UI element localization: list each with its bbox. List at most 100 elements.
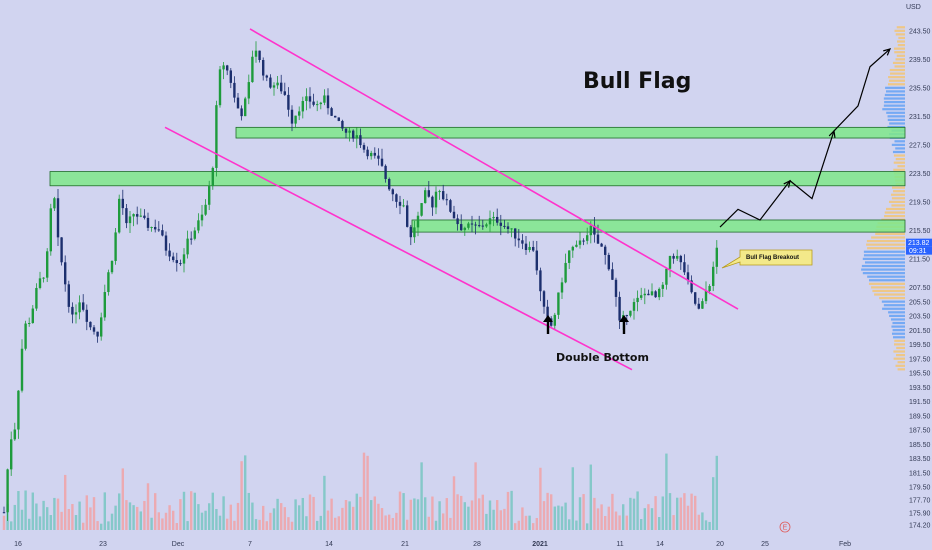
candle-body [395,194,398,202]
volume-bar [262,505,265,530]
breakout-callout-label: Bull Flag Breakout [746,255,799,261]
y-tick-label: 181.50 [909,470,931,477]
volume-profile-bar [891,332,905,335]
volume-profile-bar [869,279,905,282]
candle-body [416,215,420,228]
volume-profile-bar [895,33,905,36]
volume-bar [517,520,520,530]
candle-body [46,251,49,278]
volume-profile-bar [887,118,905,122]
y-tick-label: 174.20 [909,523,931,530]
volume-bar [578,497,582,530]
y-tick-label: 177.70 [909,498,931,505]
candle-body [456,218,459,225]
candle-body [92,327,96,332]
volume-profile-bar [897,368,905,371]
volume-profile-bar [894,343,905,346]
candle-body [85,309,88,322]
projection-arrow-1 [783,179,791,188]
candle-body [215,105,218,168]
volume-bar [352,506,355,530]
volume-bar [524,515,528,530]
volume-bar [506,491,510,530]
volume-bar [654,496,657,530]
volume-bar [643,508,646,530]
candle-body [524,243,528,250]
volume-profile-bar [868,282,905,285]
volume-bar [337,516,340,530]
volume-bar [463,502,466,530]
volume-bar [402,493,405,530]
y-tick-label: 189.50 [909,413,931,420]
y-tick-label: 187.50 [909,428,931,435]
volume-bar [42,500,45,530]
volume-bar [208,503,211,530]
candle-body [467,223,470,228]
volume-bar [24,490,27,530]
volume-profile-bar [892,321,905,325]
volume-profile-bar [875,232,905,236]
candle-body [53,198,56,209]
volume-bar [17,491,20,530]
volume-bar [290,521,294,530]
volume-bar [470,500,474,530]
volume-profile-bar [888,76,905,79]
volume-bar [564,502,567,530]
volume-bar [10,521,13,530]
candle-body [200,214,204,221]
y-axis: 243.50 239.50 235.50 231.50 227.50 223.50 219.… [906,29,932,530]
volume-bar [326,510,330,530]
candle-body [420,203,423,216]
volume-profile-bar [881,300,905,303]
candle-body [74,312,78,315]
candle-body [71,306,74,315]
candle-body [121,198,124,209]
volume-bar [650,508,654,530]
volume-bar [139,511,142,530]
candle-body [13,429,16,440]
volume-profile-bar [891,197,905,200]
candle-body [301,101,304,112]
x-tick-label: 20 [716,541,724,548]
volume-profile-bar [884,93,905,97]
volume-bar [647,504,650,530]
projection-path [719,48,891,228]
y-tick-label: 183.50 [909,456,931,463]
x-axis: 16 23 Dec 7 14 21 28 2021 11 14 20 25 Feb E [14,521,851,548]
volume-profile-bar [884,100,905,104]
volume-bar [398,491,402,530]
candle-body [337,117,340,121]
volume-bar [64,474,67,530]
candle-body [517,238,520,241]
candle-body [352,130,355,139]
candle-body [334,115,337,118]
volume-bar [215,508,218,530]
candle-body [312,101,315,105]
candle-body [568,250,571,263]
volume-profile-bar [890,193,905,196]
volume-profile-bar [892,150,905,154]
volume-bar [71,504,74,530]
candle-body [100,317,103,337]
volume-bar [431,496,434,530]
volume-bar [128,502,132,530]
volume-bar [560,506,564,530]
volume-profile-bar [861,268,905,271]
zone-2 [49,171,906,187]
volume-bar [92,497,96,530]
volume-bar [121,468,124,530]
candle-body [614,279,618,297]
candle-body [377,155,380,159]
candle-body [370,152,373,157]
volume-bar [373,496,376,530]
zone-3 [411,219,906,233]
candle-body [488,218,492,225]
candle-body [96,331,99,337]
volume-bar [388,514,391,530]
candle-body [344,128,348,133]
candle-body [449,200,452,212]
volume-profile-bar [895,58,905,61]
volume-bar [442,513,445,530]
volume-bar [146,483,150,530]
volume-bar [136,506,139,530]
